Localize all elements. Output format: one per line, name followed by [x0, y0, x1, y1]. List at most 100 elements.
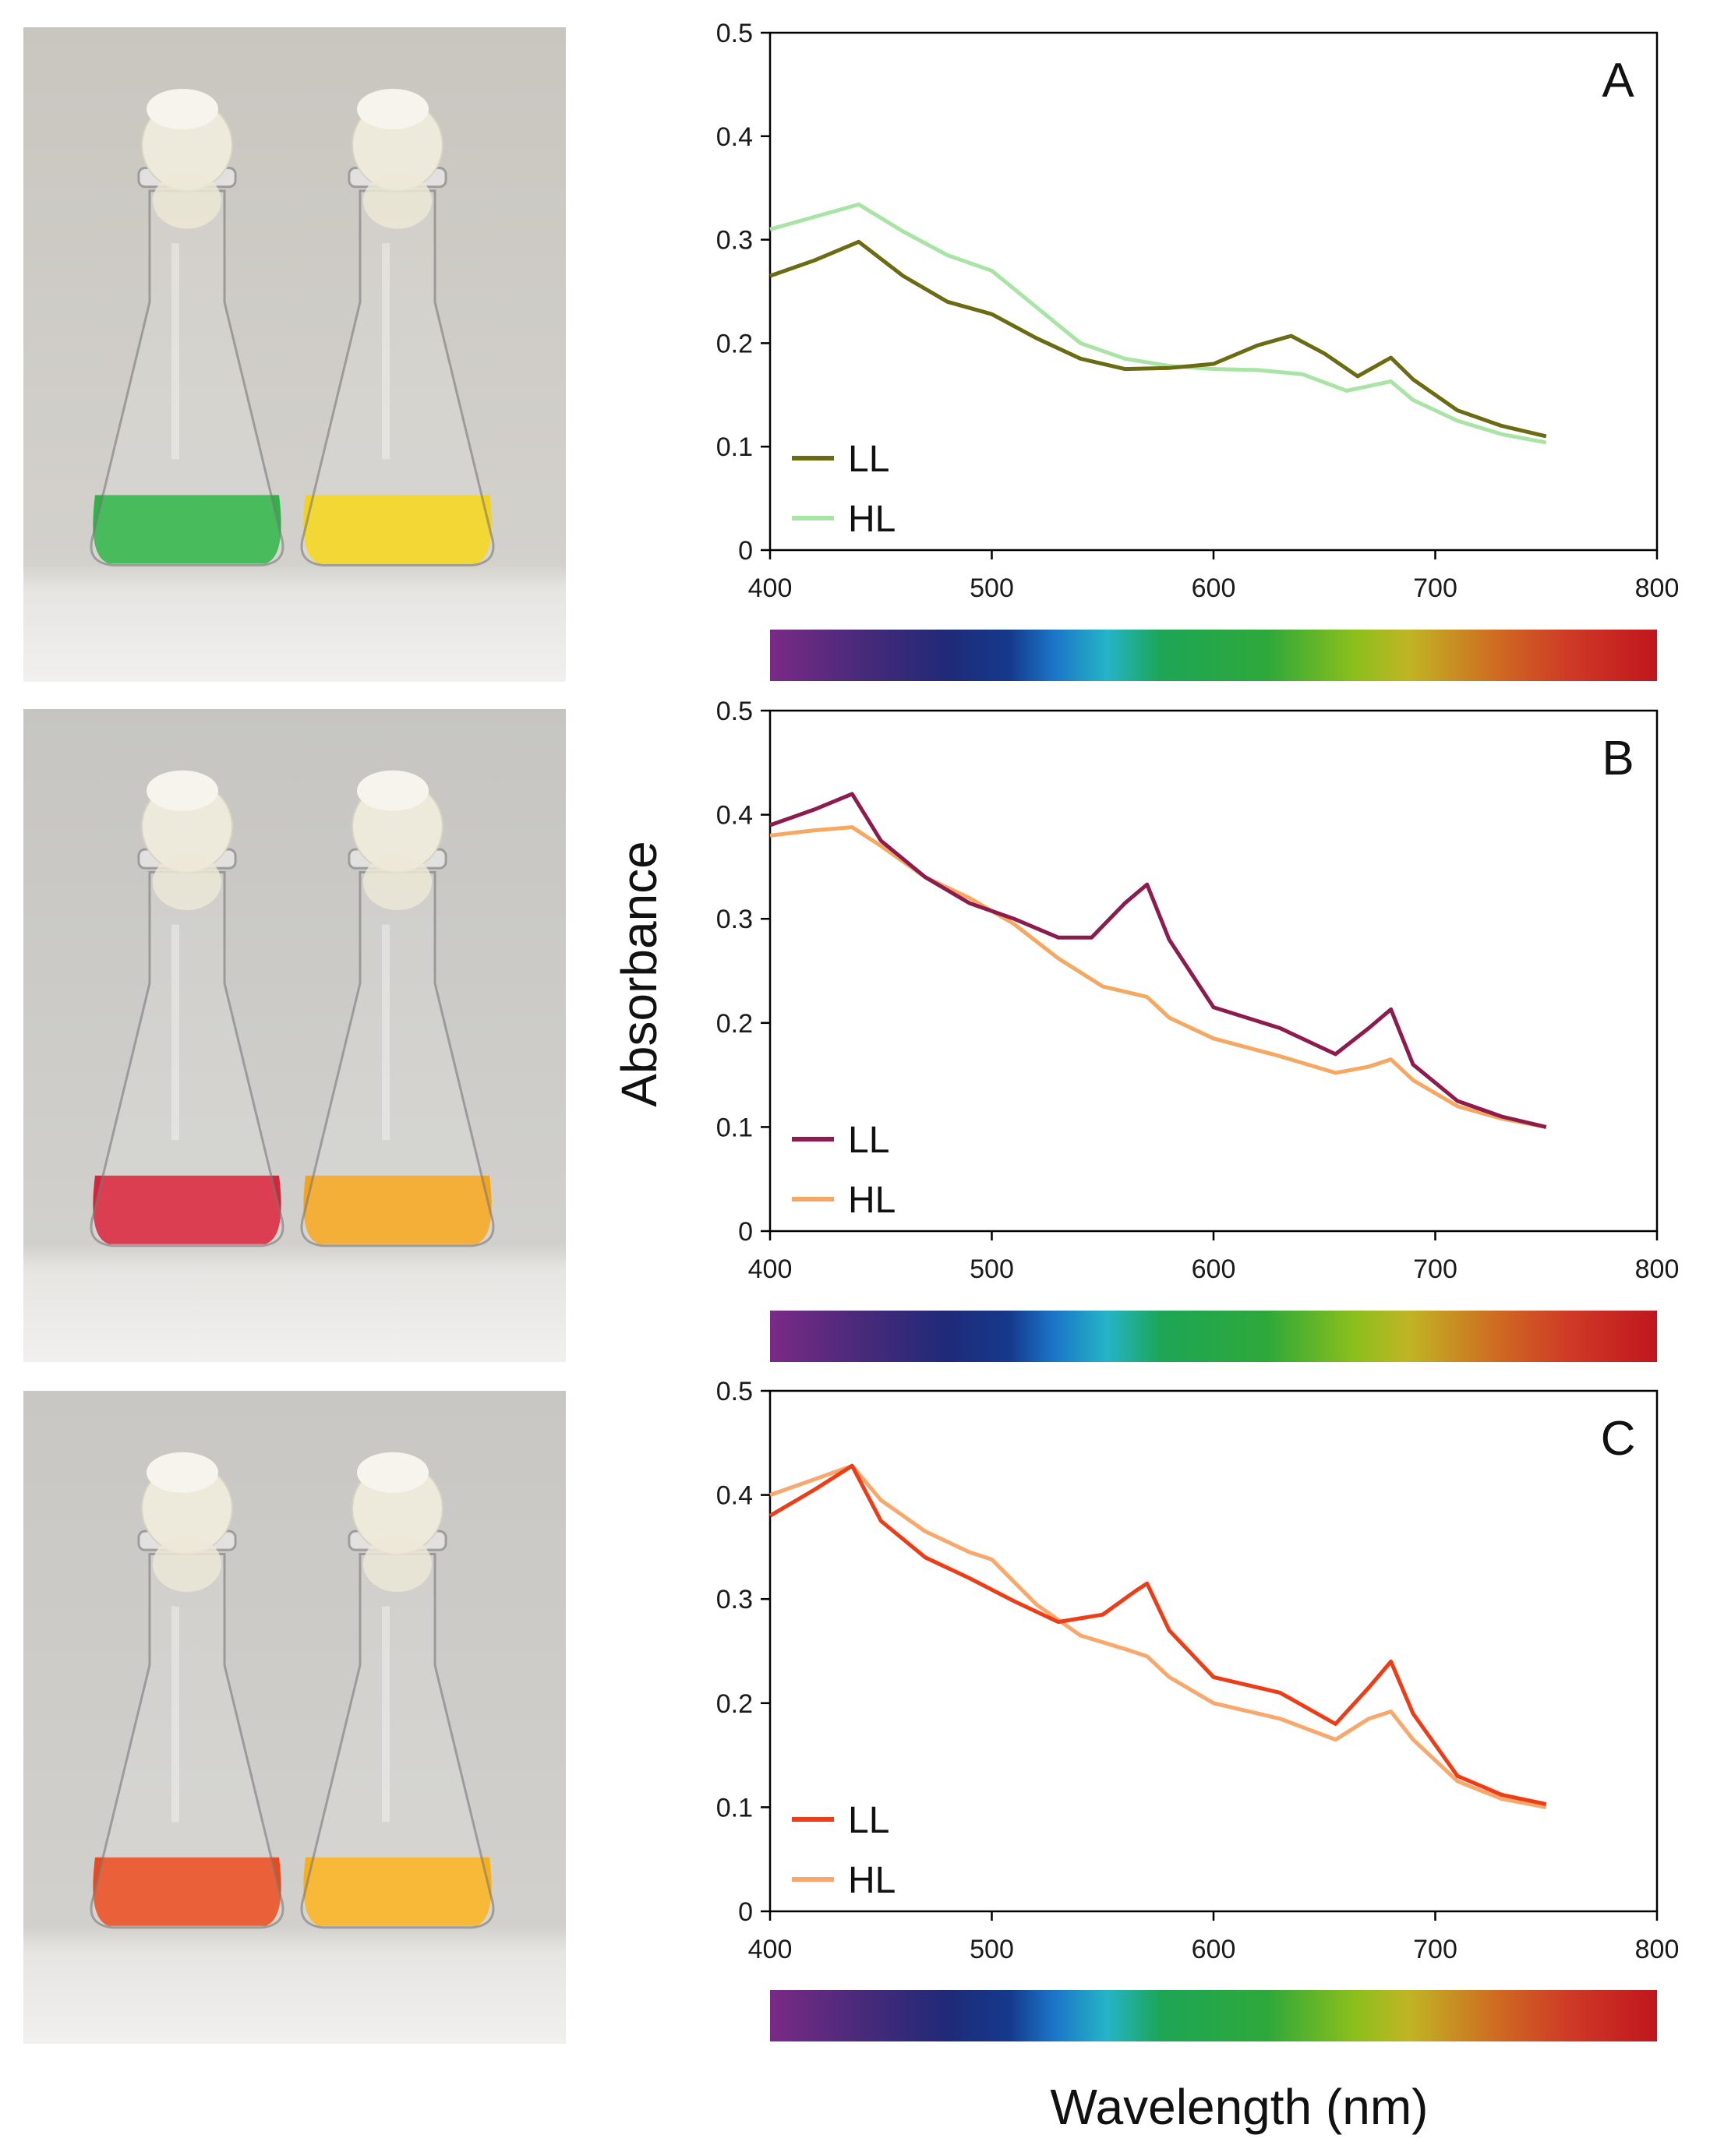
x-tick-label: 500	[970, 1254, 1014, 1284]
flask-glass	[90, 871, 284, 1247]
y-tick-label: 0.1	[716, 432, 753, 462]
x-tick-label: 800	[1635, 1935, 1680, 1964]
flask-glass	[90, 189, 284, 566]
chart-panel-a: 0 0.1 0.2 0.3 0.4 0.5 400 500 600 700 800 A LL HL	[716, 19, 1680, 681]
panel-label: A	[1602, 54, 1634, 108]
cotton-plug-lower	[153, 854, 221, 911]
y-tick-label: 0.3	[716, 1585, 753, 1614]
glass-reflection	[171, 243, 179, 460]
y-tick-label: 0.2	[716, 1689, 753, 1719]
x-axis-title: Wavelength (nm)	[1051, 2079, 1429, 2135]
y-axis-title: Absorbance	[611, 841, 667, 1107]
photo-background	[23, 27, 566, 682]
y-tick-label: 0.4	[716, 122, 753, 152]
glass-reflection	[171, 1606, 179, 1823]
y-tick-label: 0	[738, 1897, 753, 1927]
legend-label-hl: HL	[848, 499, 896, 540]
y-tick-label: 0.4	[716, 801, 753, 831]
y-tick-label: 0.2	[716, 329, 753, 358]
y-tick-label: 0.4	[716, 1481, 753, 1511]
cotton-tuft	[357, 770, 429, 811]
y-tick-label: 0.5	[716, 19, 753, 48]
cotton-plug-lower	[363, 854, 432, 911]
plot-frame	[768, 31, 1659, 552]
chart-panel-b: 0 0.1 0.2 0.3 0.4 0.5 400 500 600 700 800 B LL HL	[716, 697, 1680, 1362]
cotton-tuft	[147, 89, 218, 129]
flask-liquid	[93, 1175, 281, 1244]
x-tick-label: 400	[748, 1935, 793, 1964]
y-tick-label: 0.3	[716, 905, 753, 934]
y-tick-label: 0	[738, 536, 753, 566]
x-tick-label: 800	[1635, 1254, 1680, 1284]
photo-panel-c	[23, 1391, 566, 2044]
series-line-ll	[768, 1463, 1547, 1806]
flask-right	[300, 770, 495, 1247]
flask-glass	[300, 189, 495, 566]
legend-label-hl: HL	[848, 1860, 896, 1901]
flask-liquid	[303, 495, 492, 564]
cotton-tuft	[357, 89, 429, 129]
cotton-tuft	[357, 1452, 429, 1493]
flask-liquid	[93, 1857, 281, 1926]
series-line-hl	[769, 825, 1547, 1129]
flask-right	[300, 1452, 495, 1929]
glass-reflection	[382, 924, 390, 1141]
x-tick-label: 400	[748, 573, 793, 603]
y-tick-label: 0.5	[716, 697, 753, 726]
x-tick-label: 700	[1413, 1254, 1457, 1284]
series-line-ll	[769, 239, 1547, 439]
x-tick-label: 600	[1192, 573, 1236, 603]
plot-frame	[768, 709, 1659, 1233]
photo-panel-a	[23, 27, 566, 682]
series-line-ll	[769, 792, 1547, 1129]
legend-label-hl: HL	[848, 1180, 896, 1221]
photo-background	[23, 1391, 566, 2044]
panel-label: B	[1602, 732, 1634, 785]
cotton-tuft	[147, 1452, 218, 1493]
flask-left	[90, 1452, 284, 1929]
x-tick-label: 600	[1192, 1254, 1236, 1284]
glass-reflection	[382, 1606, 390, 1823]
flask-glass	[90, 1553, 284, 1929]
plot-frame	[768, 1389, 1659, 1913]
cotton-plug-lower	[153, 172, 221, 229]
series-line-hl	[769, 202, 1547, 445]
panel-label: C	[1601, 1412, 1636, 1466]
cotton-plug-lower	[363, 172, 432, 229]
visible-spectrum-bar	[770, 1311, 1657, 1362]
x-tick-label: 500	[970, 573, 1014, 603]
chart-panel-c: 0 0.1 0.2 0.3 0.4 0.5 400 500 600 700 800 C LL HL	[716, 1377, 1680, 2041]
flask-liquid	[303, 1857, 492, 1926]
x-tick-label: 800	[1635, 573, 1680, 603]
series-line-hl	[769, 1463, 1547, 1809]
x-tick-label: 400	[748, 1254, 793, 1284]
flask-glass	[300, 871, 495, 1247]
visible-spectrum-bar	[770, 1990, 1657, 2041]
y-tick-label: 0.2	[716, 1009, 753, 1039]
flask-left	[90, 89, 284, 566]
photo-panel-b	[23, 709, 566, 1362]
x-tick-label: 700	[1413, 573, 1457, 603]
y-tick-label: 0.5	[716, 1377, 753, 1406]
glass-reflection	[171, 924, 179, 1141]
flask-right	[300, 89, 495, 566]
y-tick-label: 0.1	[716, 1113, 753, 1142]
visible-spectrum-bar	[770, 630, 1657, 681]
photo-background	[23, 709, 566, 1362]
legend-label-ll: LL	[848, 1120, 889, 1161]
flask-left	[90, 770, 284, 1247]
flask-liquid	[93, 495, 281, 564]
legend-label-ll: LL	[848, 1800, 889, 1841]
y-tick-label: 0	[738, 1217, 753, 1247]
y-tick-label: 0.1	[716, 1793, 753, 1823]
flask-glass	[300, 1553, 495, 1929]
x-tick-label: 700	[1413, 1935, 1457, 1964]
x-tick-label: 600	[1192, 1935, 1236, 1964]
legend-label-ll: LL	[848, 439, 889, 480]
x-tick-label: 500	[970, 1935, 1014, 1964]
cotton-plug-lower	[153, 1536, 221, 1593]
flask-liquid	[303, 1175, 492, 1244]
y-tick-label: 0.3	[716, 226, 753, 256]
glass-reflection	[382, 243, 390, 460]
